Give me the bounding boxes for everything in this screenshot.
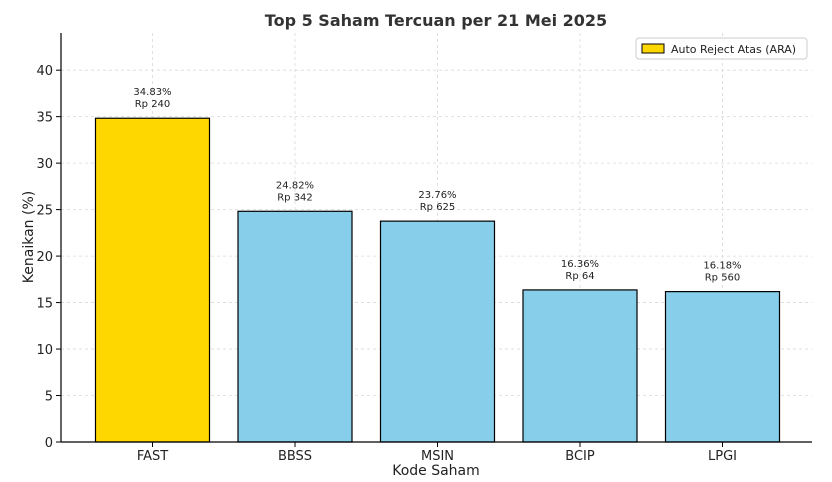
- bar-percent-label: 24.82%: [276, 180, 314, 191]
- y-tick-label: 0: [45, 436, 53, 451]
- x-tick-label: LPGI: [708, 449, 737, 464]
- bar-bcip: [522, 289, 638, 443]
- y-tick-label: 30: [36, 157, 53, 172]
- bar-bbss: [237, 210, 353, 443]
- legend: Auto Reject Atas (ARA): [635, 37, 808, 60]
- y-tick-label: 20: [36, 250, 53, 265]
- x-tick-label: BCIP: [565, 449, 595, 464]
- x-tick-label: FAST: [137, 449, 168, 464]
- bar-price-label: Rp 342: [277, 192, 313, 203]
- bar-price-label: Rp 560: [705, 273, 741, 284]
- legend-label: Auto Reject Atas (ARA): [671, 43, 796, 56]
- bar-msin: [379, 220, 496, 443]
- axes: 0 5 10 15 20 25 30 35 40 FAST BBSS MSIN BCIP LPGI: [36, 33, 812, 464]
- x-tick-label: MSIN: [421, 449, 454, 464]
- y-tick-label: 40: [36, 64, 53, 79]
- bar-price-label: Rp 64: [565, 271, 594, 282]
- x-tick-label: BBSS: [278, 449, 312, 464]
- legend-swatch: [641, 43, 665, 54]
- bar-percent-label: 16.36%: [561, 259, 599, 270]
- bar-percent-label: 16.18%: [703, 261, 741, 272]
- bar-percent-label: 23.76%: [418, 190, 456, 201]
- y-tick-label: 10: [36, 343, 53, 358]
- x-axis-label: Kode Saham: [392, 463, 480, 478]
- chart-title: Top 5 Saham Tercuan per 21 Mei 2025: [265, 11, 607, 30]
- y-axis-label: Kenaikan (%): [21, 191, 37, 283]
- y-tick-label: 15: [36, 297, 53, 312]
- bar-price-label: Rp 240: [135, 99, 171, 110]
- y-tick-label: 5: [45, 390, 53, 405]
- bar-lpgi: [664, 290, 781, 443]
- bar-labels: 34.83%Rp 240 24.82%Rp 342 23.76%Rp 625 16.3…: [133, 87, 741, 283]
- bar-price-label: Rp 625: [420, 202, 456, 213]
- y-tick-label: 35: [36, 111, 53, 126]
- y-tick-label: 25: [36, 204, 53, 219]
- bars: [94, 117, 781, 443]
- bar-fast: [94, 117, 211, 443]
- legend-box: [635, 37, 808, 60]
- bar-percent-label: 34.83%: [133, 87, 171, 98]
